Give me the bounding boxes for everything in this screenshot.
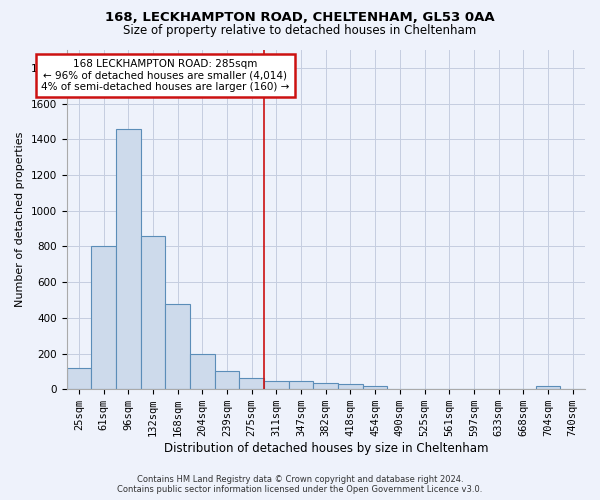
Bar bbox=[313, 383, 338, 389]
Bar bbox=[338, 384, 363, 389]
Bar bbox=[67, 368, 91, 389]
X-axis label: Distribution of detached houses by size in Cheltenham: Distribution of detached houses by size … bbox=[164, 442, 488, 455]
Bar bbox=[289, 381, 313, 389]
Bar bbox=[363, 386, 388, 389]
Bar bbox=[165, 304, 190, 389]
Y-axis label: Number of detached properties: Number of detached properties bbox=[15, 132, 25, 308]
Bar bbox=[536, 386, 560, 389]
Bar bbox=[215, 372, 239, 389]
Bar bbox=[264, 381, 289, 389]
Bar bbox=[91, 246, 116, 389]
Bar bbox=[239, 378, 264, 389]
Text: Size of property relative to detached houses in Cheltenham: Size of property relative to detached ho… bbox=[124, 24, 476, 37]
Text: Contains HM Land Registry data © Crown copyright and database right 2024.
Contai: Contains HM Land Registry data © Crown c… bbox=[118, 474, 482, 494]
Bar bbox=[140, 236, 165, 389]
Text: 168, LECKHAMPTON ROAD, CHELTENHAM, GL53 0AA: 168, LECKHAMPTON ROAD, CHELTENHAM, GL53 … bbox=[105, 11, 495, 24]
Text: 168 LECKHAMPTON ROAD: 285sqm
← 96% of detached houses are smaller (4,014)
4% of : 168 LECKHAMPTON ROAD: 285sqm ← 96% of de… bbox=[41, 59, 289, 92]
Bar bbox=[190, 354, 215, 389]
Bar bbox=[116, 128, 140, 389]
